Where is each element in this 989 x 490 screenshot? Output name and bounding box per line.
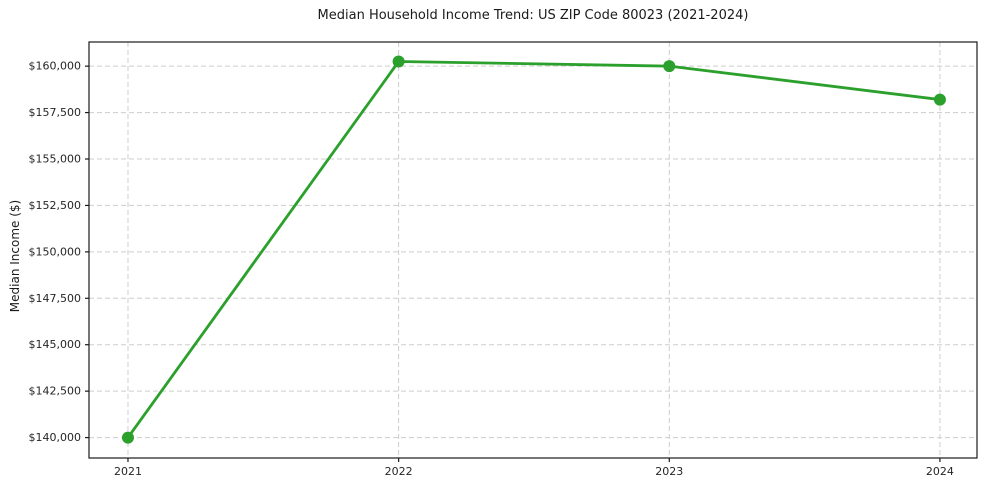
x-tick-label: 2023 xyxy=(655,465,683,478)
y-tick-label: $160,000 xyxy=(29,60,82,73)
plot-border xyxy=(88,41,978,459)
y-tick-label: $147,500 xyxy=(29,292,82,305)
data-point-marker xyxy=(663,60,676,73)
trend-line xyxy=(126,60,942,439)
y-tick-label: $145,000 xyxy=(29,338,82,351)
data-point-marker xyxy=(121,431,134,444)
chart-title: Median Household Income Trend: US ZIP Co… xyxy=(317,8,749,23)
data-point-marker xyxy=(392,55,405,68)
x-tick-label: 2022 xyxy=(385,465,413,478)
y-tick-label: $150,000 xyxy=(29,245,82,258)
y-tick-label: $157,500 xyxy=(29,106,82,119)
y-tick-label: $152,500 xyxy=(29,199,82,212)
y-tick-label: $142,500 xyxy=(29,385,82,398)
y-tick-label: $140,000 xyxy=(29,431,82,444)
x-tick-label: 2021 xyxy=(114,465,142,478)
data-point-marker xyxy=(933,93,946,106)
y-tick-label: $155,000 xyxy=(29,153,82,166)
x-tick-label: 2024 xyxy=(926,465,954,478)
